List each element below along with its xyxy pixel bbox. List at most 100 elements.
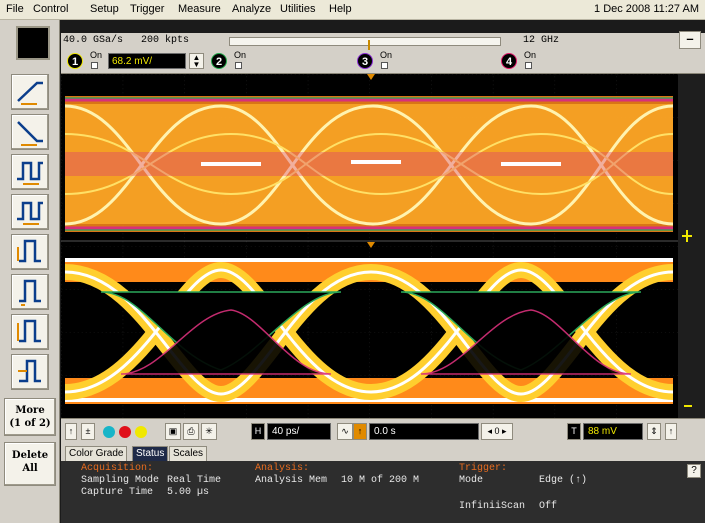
menu-utilities[interactable]: Utilities xyxy=(280,3,316,15)
infiniiscan-value: Off xyxy=(539,501,558,512)
delta-time-button[interactable] xyxy=(11,354,49,390)
tab-color-grade[interactable]: Color Grade xyxy=(65,446,128,461)
stepper-button[interactable]: ± xyxy=(81,423,95,440)
acquisition-header: Acquisition: xyxy=(81,463,154,474)
timebase-coarse-button[interactable]: ∿ xyxy=(337,423,353,440)
waveform-display[interactable] xyxy=(61,68,678,418)
control-bar: ↑ ± ▣ ⎙ ✳ H 40 ps/ ∿ ↑ 0.0 s ◂ 0 ▸ T 88 … xyxy=(61,418,705,444)
menu-measure[interactable]: Measure xyxy=(178,3,221,15)
timebase-slider[interactable] xyxy=(229,37,501,52)
delete-sub: All xyxy=(22,463,38,474)
yellow-dot-icon[interactable] xyxy=(135,426,147,438)
right-marker-strip xyxy=(678,74,705,418)
positive-width-icon xyxy=(17,239,41,263)
delta-time-icon xyxy=(18,359,41,383)
pulse-width-plus-button[interactable] xyxy=(11,234,49,270)
trigger-position-marker xyxy=(367,74,375,80)
channel-1-badge[interactable]: 1 xyxy=(67,53,83,69)
more-button[interactable]: More (1 of 2) xyxy=(4,398,56,436)
display-settings-button[interactable]: ▣ xyxy=(165,423,181,440)
marker-button[interactable]: ↑ xyxy=(65,423,77,440)
trigger-marker-button[interactable]: ↑ xyxy=(665,423,677,440)
status-panel: Acquisition: Sampling Mode Real Time Cap… xyxy=(61,461,705,523)
capture-time-label: Capture Time xyxy=(81,487,154,498)
help-button[interactable]: ? xyxy=(687,464,701,478)
rise-time-measure-button[interactable] xyxy=(11,74,49,110)
channel-1-scale-field[interactable]: 68.2 mV/ xyxy=(108,53,186,69)
channel-2-on-label: On xyxy=(234,50,247,60)
pulse-width-minus-button[interactable] xyxy=(11,274,49,310)
channel-4-badge[interactable]: 4 xyxy=(501,53,517,69)
delete-all-button[interactable]: Delete All xyxy=(4,442,56,486)
trigger-level-stepper[interactable]: ⇕ xyxy=(647,423,661,440)
menu-trigger[interactable]: Trigger xyxy=(130,3,165,15)
channel-4-on-label: On xyxy=(524,50,537,60)
channel-1-on-label: On xyxy=(90,50,103,60)
timebase-field[interactable]: 40 ps/ xyxy=(267,423,331,440)
infiniiscan-label: InfiniiScan xyxy=(459,501,526,512)
duty-cycle-icon xyxy=(17,319,41,343)
more-label: More xyxy=(15,405,45,416)
channel-3-badge[interactable]: 3 xyxy=(357,53,373,69)
minimize-button[interactable]: – xyxy=(679,31,701,49)
sampling-mode-label: Sampling Mode xyxy=(81,475,160,486)
cyan-dot-icon[interactable] xyxy=(103,426,115,438)
autoscale-button[interactable]: ✳ xyxy=(201,423,217,440)
analysis-header: Analysis: xyxy=(255,463,310,474)
left-toolbar: More (1 of 2) Delete All xyxy=(0,20,60,523)
rise-time-icon xyxy=(17,81,43,105)
delete-label: Delete xyxy=(11,450,49,461)
slider-thumb[interactable] xyxy=(368,40,370,52)
navigation-control[interactable]: ◂ 0 ▸ xyxy=(481,423,513,440)
duty-cycle-button[interactable] xyxy=(11,314,49,350)
channel-2-badge[interactable]: 2 xyxy=(211,53,227,69)
trigger-level-field[interactable]: 88 mV xyxy=(583,423,643,440)
menu-control[interactable]: Control xyxy=(33,3,69,15)
menu-bar: File Control Setup Trigger Measure Analy… xyxy=(0,0,705,20)
bandwidth: 12 GHz xyxy=(523,35,560,46)
channel-1-on-checkbox[interactable] xyxy=(91,62,98,69)
more-page: (1 of 2) xyxy=(9,418,51,429)
sampling-mode-value: Real Time xyxy=(167,475,222,486)
trigger-icon: T xyxy=(567,423,581,440)
eye-diagram-graphic xyxy=(61,68,678,418)
tab-scales[interactable]: Scales xyxy=(169,446,208,461)
memory-depth: 200 kpts xyxy=(141,35,190,46)
lower-waveform xyxy=(64,258,674,404)
capture-time-value: 5.00 µs xyxy=(167,487,210,498)
tab-status[interactable]: Status xyxy=(132,446,169,461)
analysis-mem-value: 10 M of 200 M xyxy=(341,475,420,486)
fall-time-measure-button[interactable] xyxy=(11,114,49,150)
delay-field[interactable]: 0.0 s xyxy=(369,423,479,440)
trigger-header: Trigger: xyxy=(459,463,508,474)
channel-row: 1 On 68.2 mV/ ▲ ▼ 2 On 3 On 4 On xyxy=(61,50,705,74)
acquisition-bar: 40.0 GSa/s 200 kpts 12 GHz xyxy=(61,33,705,52)
clock: 1 Dec 2008 11:27 AM xyxy=(594,3,699,15)
channel-2-on-checkbox[interactable] xyxy=(235,62,242,69)
frequency-icon xyxy=(17,201,43,225)
menu-file[interactable]: File xyxy=(6,3,24,15)
mode-value: Edge (↑) xyxy=(539,475,588,486)
tab-row: Color Grade Status Scales xyxy=(61,444,705,461)
print-button[interactable]: ⎙ xyxy=(183,423,199,440)
period-measure-button[interactable] xyxy=(11,154,49,190)
horizontal-icon: H xyxy=(251,423,265,440)
menu-help[interactable]: Help xyxy=(329,3,352,15)
menu-analyze[interactable]: Analyze xyxy=(232,3,272,15)
red-dot-icon[interactable] xyxy=(119,426,131,438)
marker-strip-graphic xyxy=(682,230,692,407)
analysis-mem-label: Analysis Mem xyxy=(255,475,328,486)
sample-rate: 40.0 GSa/s xyxy=(63,35,124,46)
nav-value: 0 xyxy=(494,426,500,436)
channel-3-on-checkbox[interactable] xyxy=(381,62,388,69)
upper-waveform xyxy=(64,96,674,232)
channel-4-on-checkbox[interactable] xyxy=(525,62,532,69)
menu-setup[interactable]: Setup xyxy=(90,3,119,15)
frequency-measure-button[interactable] xyxy=(11,194,49,230)
fall-time-icon xyxy=(17,121,43,146)
color-dots xyxy=(103,426,147,438)
period-icon xyxy=(17,161,43,185)
negative-width-icon xyxy=(19,279,41,306)
run-stop-button[interactable] xyxy=(16,26,50,60)
channel-1-scale-stepper[interactable]: ▲ ▼ xyxy=(189,53,204,69)
